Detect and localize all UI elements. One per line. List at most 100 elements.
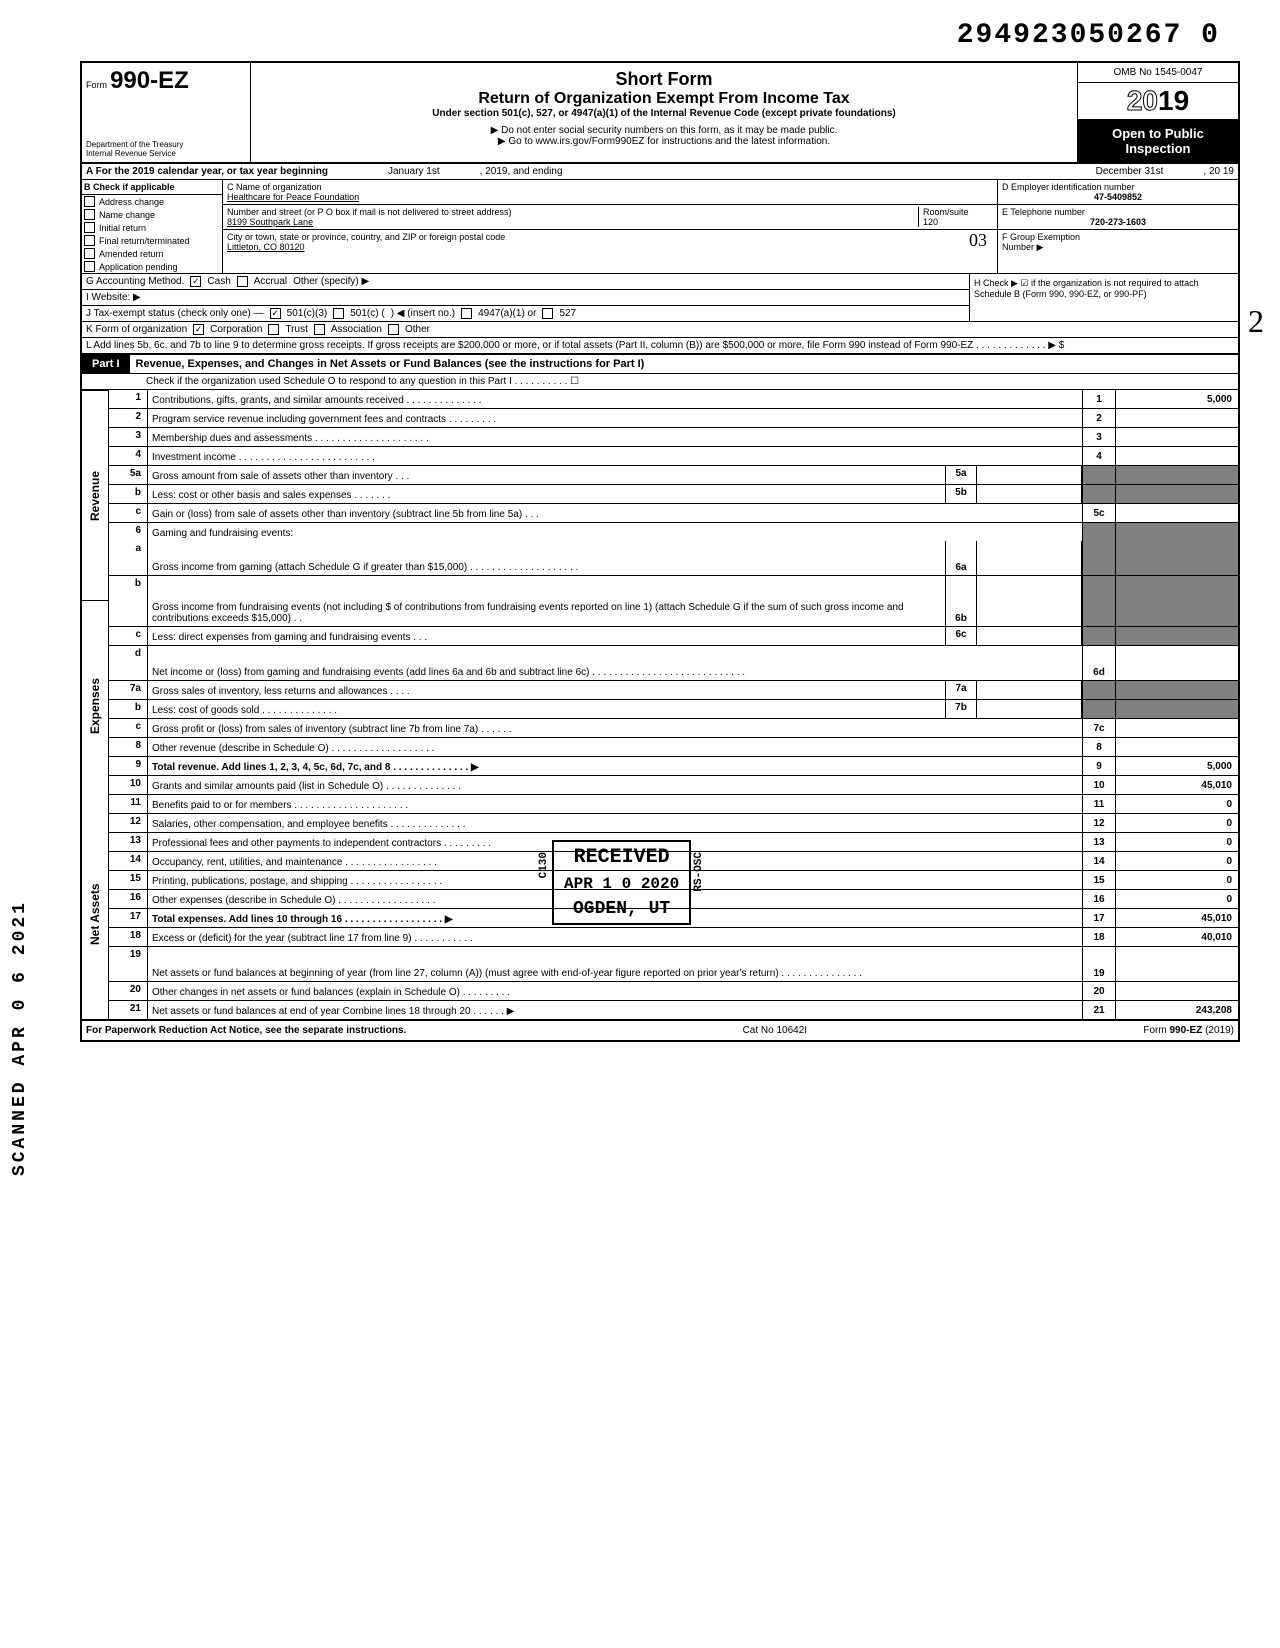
line-20: 20 Other changes in net assets or fund b… [109,982,1238,1001]
h-box: H Check ▶ ☑ if the organization is not r… [969,274,1238,321]
checkbox-corp[interactable]: ✓ [193,324,204,335]
ln-16-rv: 0 [1115,890,1238,908]
form-under: Under section 501(c), 527, or 4947(a)(1)… [257,108,1071,119]
ln-18-rv: 40,010 [1115,928,1238,946]
ln-2-rv [1115,409,1238,427]
line-6b: b Gross income from fundraising events (… [109,576,1238,627]
ln-6-desc: Gaming and fundraising events: [148,523,1082,541]
line-5a: 5a Gross amount from sale of assets othe… [109,466,1238,485]
ln-6c-rvshade [1115,627,1238,645]
ln-6c-num: c [109,627,148,645]
checkbox-assoc[interactable] [314,324,325,335]
ln-15-num: 15 [109,871,148,889]
c-label: C Name of organization [227,182,322,192]
ln-15-rv: 0 [1115,871,1238,889]
b-final: Final return/terminated [99,236,190,246]
line-5b: b Less: cost or other basis and sales ex… [109,485,1238,504]
checkbox-527[interactable] [542,308,553,319]
omb-number: OMB No 1545-0047 [1078,63,1238,83]
line-7b: b Less: cost of goods sold . . . . . . .… [109,700,1238,719]
b-header: B Check if applicable [82,180,222,195]
checkbox-accrual[interactable] [237,276,248,287]
ln-5c-rn: 5c [1082,504,1115,522]
ln-5c-num: c [109,504,148,522]
ln-21-num: 21 [109,1001,148,1019]
room-label: Room/suite [923,207,969,217]
line-4: 4 Investment income . . . . . . . . . . … [109,447,1238,466]
ln-9-rv: 5,000 [1115,757,1238,775]
ln-7b-rshade [1082,700,1115,718]
b-pending: Application pending [99,262,178,272]
line-9: 9 Total revenue. Add lines 1, 2, 3, 4, 5… [109,757,1238,776]
ln-3-rv [1115,428,1238,446]
ln-3-rn: 3 [1082,428,1115,446]
part1-check: Check if the organization used Schedule … [82,374,1238,390]
tax-year: 2019 [1078,83,1238,120]
ln-8-rn: 8 [1082,738,1115,756]
ln-13-rn: 13 [1082,833,1115,851]
ln-5b-num: b [109,485,148,503]
ln-9-desc: Total revenue. Add lines 1, 2, 3, 4, 5c,… [152,762,479,773]
ln-3-num: 3 [109,428,148,446]
ln-19-num: 19 [109,947,148,981]
ln-7a-num: 7a [109,681,148,699]
checkbox-other[interactable] [388,324,399,335]
ln-7a-rvshade [1115,681,1238,699]
ln-18-desc: Excess or (deficit) for the year (subtra… [148,928,1082,946]
checkbox-cash[interactable]: ✓ [190,276,201,287]
vert-revenue: Revenue [82,390,108,600]
part1-header: Part I Revenue, Expenses, and Changes in… [82,355,1238,374]
line-14: 14 Occupancy, rent, utilities, and maint… [109,852,1238,871]
ln-7b-num: b [109,700,148,718]
checkbox-501c3[interactable]: ✓ [270,308,281,319]
k-corp: Corporation [210,324,262,335]
ln-2-desc: Program service revenue including govern… [148,409,1082,427]
row-a-suffix: , 20 19 [1203,166,1234,177]
ln-5a-desc: Gross amount from sale of assets other t… [148,466,945,484]
section-bcdef: B Check if applicable Address change Nam… [82,180,1238,274]
checkbox-501c[interactable] [333,308,344,319]
j-4947: 4947(a)(1) or [478,308,536,319]
ln-11-rv: 0 [1115,795,1238,813]
ln-4-num: 4 [109,447,148,465]
checkbox-4947[interactable] [461,308,472,319]
ln-2-num: 2 [109,409,148,427]
vert-netassets: Net Assets [82,810,108,1019]
line-11: 11 Benefits paid to or for members . . .… [109,795,1238,814]
ln-6c-sn: 6c [945,627,977,645]
checkbox-trust[interactable] [268,324,279,335]
org-name: Healthcare for Peace Foundation [227,192,359,202]
ln-14-rv: 0 [1115,852,1238,870]
footer-center: Cat No 10642I [743,1025,808,1036]
checkbox-amended[interactable] [84,248,95,259]
line-7c: c Gross profit or (loss) from sales of i… [109,719,1238,738]
form-subtitle: Return of Organization Exempt From Incom… [257,90,1071,108]
ln-18-num: 18 [109,928,148,946]
ln-12-rn: 12 [1082,814,1115,832]
ln-10-rv: 45,010 [1115,776,1238,794]
ln-1-num: 1 [109,390,148,408]
checkbox-name[interactable] [84,209,95,220]
ln-12-rv: 0 [1115,814,1238,832]
ln-7c-num: c [109,719,148,737]
checkbox-pending[interactable] [84,261,95,272]
ln-19-rn: 19 [1082,947,1115,981]
ln-11-num: 11 [109,795,148,813]
j-insert: ) ◀ (insert no.) [391,308,455,319]
dept-irs: Internal Revenue Service [86,149,246,158]
checkbox-address[interactable] [84,196,95,207]
checkbox-final[interactable] [84,235,95,246]
ln-20-rn: 20 [1082,982,1115,1000]
ln-7b-rvshade [1115,700,1238,718]
ln-5a-rshade [1082,466,1115,484]
open-inspection: Open to Public Inspection [1078,120,1238,162]
ln-13-desc: Professional fees and other payments to … [148,833,1082,851]
ln-17-rn: 17 [1082,909,1115,927]
line-6a: a Gross income from gaming (attach Sched… [109,541,1238,576]
ln-4-desc: Investment income . . . . . . . . . . . … [148,447,1082,465]
line-5c: c Gain or (loss) from sale of assets oth… [109,504,1238,523]
ln-8-rv [1115,738,1238,756]
ln-7c-desc: Gross profit or (loss) from sales of inv… [148,719,1082,737]
checkbox-initial[interactable] [84,222,95,233]
ln-5a-num: 5a [109,466,148,484]
